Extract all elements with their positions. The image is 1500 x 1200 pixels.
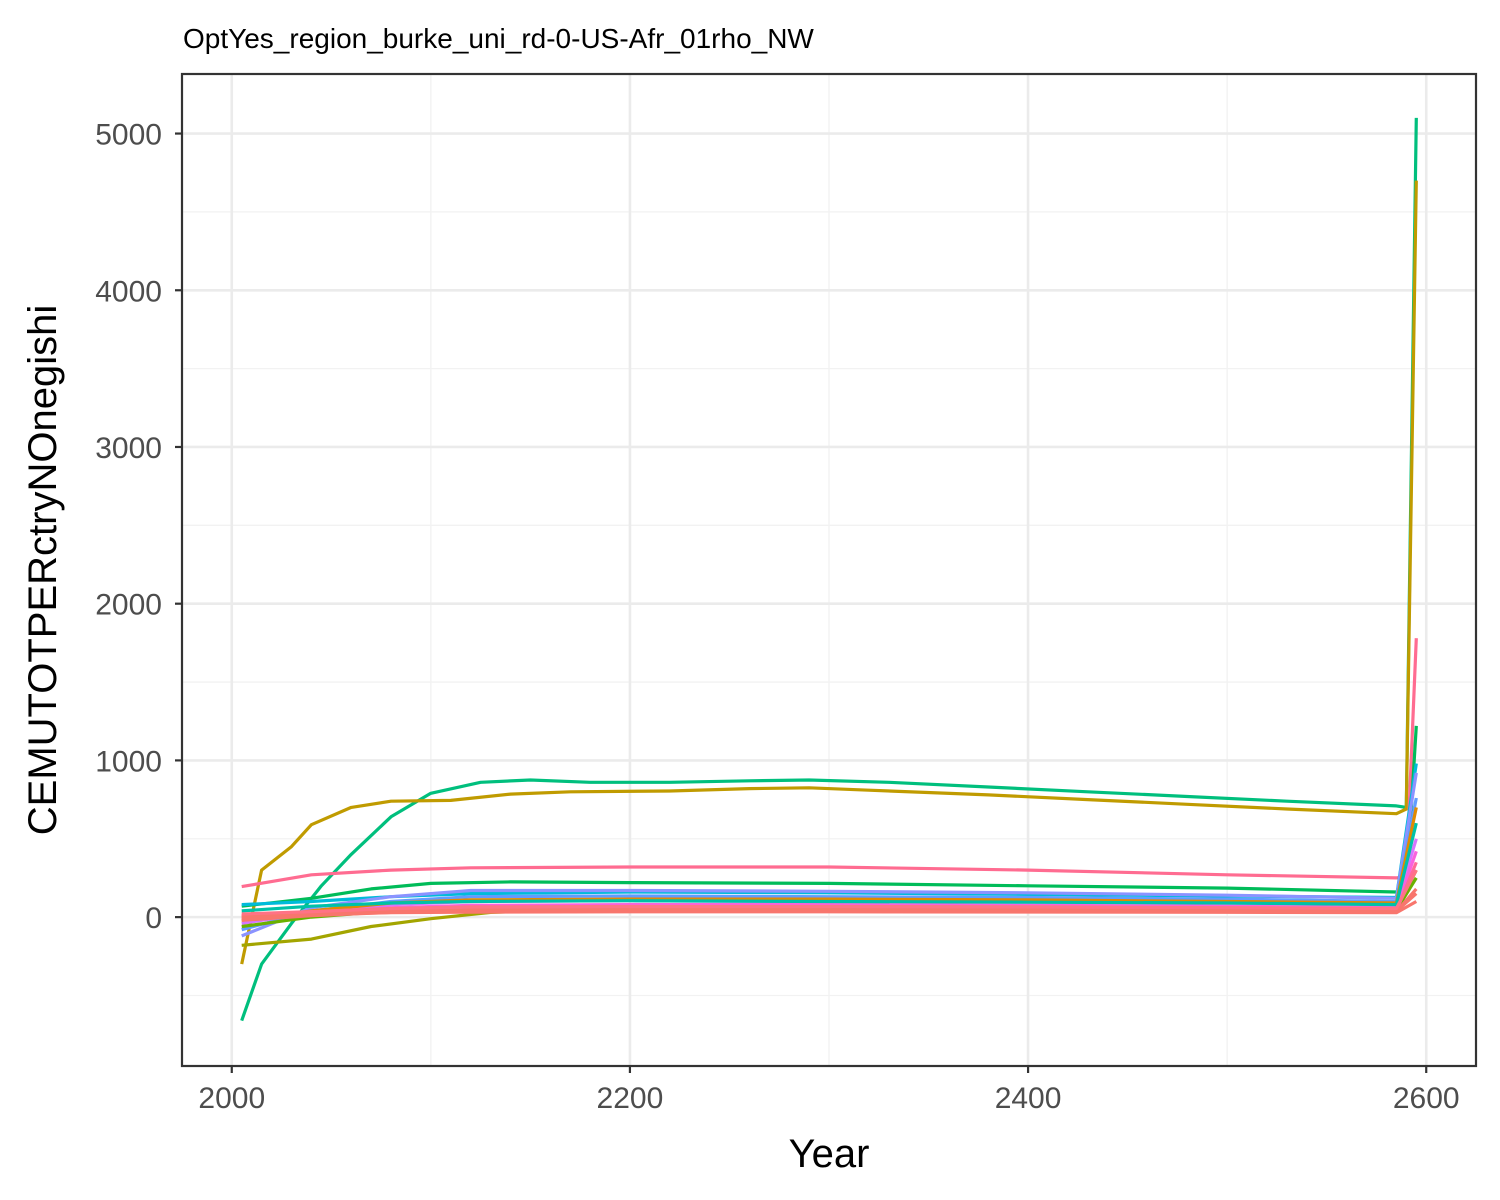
y-tick-label: 3000 [95, 432, 162, 465]
series-line-17 [241, 900, 1418, 918]
series-layer [240, 117, 1418, 1022]
y-axis-title: CEMUTOTPERctryNOnegishi [21, 305, 65, 835]
x-tick-label: 2000 [198, 1082, 265, 1115]
y-tick-label: 4000 [95, 275, 162, 308]
y-tick-label: 1000 [95, 745, 162, 778]
x-axis-title: Year [789, 1132, 870, 1176]
series-line-12 [241, 822, 1418, 913]
y-tick-label: 2000 [95, 589, 162, 622]
x-axis: 2000 2200 2400 2600 [198, 1066, 1460, 1115]
x-tick-label: 2400 [995, 1082, 1062, 1115]
grid-minor [182, 74, 1476, 1066]
x-tick-label: 2600 [1393, 1082, 1460, 1115]
chart-title: OptYes_region_burke_uni_rd-0-US-Afr_01rh… [183, 23, 814, 54]
y-tick-label: 5000 [95, 119, 162, 152]
series-line-1 [240, 117, 1418, 1022]
x-tick-label: 2200 [597, 1082, 664, 1115]
series-line-18 [241, 869, 1418, 916]
plot-border [180, 72, 1478, 1068]
y-tick-label: 0 [145, 902, 162, 935]
series-line-7 [241, 772, 1418, 938]
y-axis: 0 1000 2000 3000 4000 5000 [95, 119, 182, 935]
series-line-2 [240, 180, 1418, 965]
